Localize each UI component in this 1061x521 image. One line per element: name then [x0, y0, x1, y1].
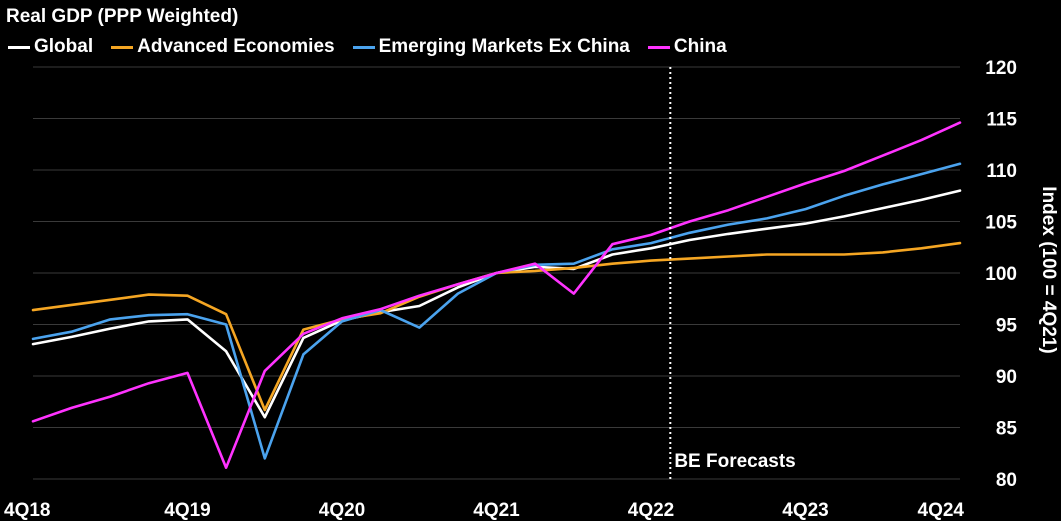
gridlines — [33, 66, 960, 480]
legend-label-emerging: Emerging Markets Ex China — [378, 36, 630, 57]
y-tick-label-80: 80 — [996, 470, 1017, 491]
x-tick-label-4Q19: 4Q19 — [164, 500, 210, 521]
series-line-emerging-markets-ex-china — [31, 162, 962, 460]
legend-item-global: Global — [8, 36, 93, 58]
series-line-china — [31, 121, 962, 470]
series-lines — [31, 121, 962, 470]
x-axis-ticks: 4Q18 4Q19 4Q20 4Q21 4Q22 4Q23 4Q24 — [4, 500, 964, 521]
y-tick-label-105: 105 — [985, 213, 1017, 234]
forecast-annotation: BE Forecasts — [674, 451, 795, 472]
legend-item-emerging: Emerging Markets Ex China — [352, 36, 630, 58]
legend-swatch-global — [8, 45, 30, 49]
forecast-marker: BE Forecasts — [669, 67, 796, 479]
x-tick-label-4Q22: 4Q22 — [628, 500, 674, 521]
y-tick-label-120: 120 — [985, 58, 1017, 79]
y-tick-label-115: 115 — [986, 110, 1017, 131]
x-tick-label-4Q24: 4Q24 — [918, 500, 965, 521]
legend-swatch-china — [647, 45, 670, 49]
series-line-global — [31, 189, 962, 419]
legend-label-global: Global — [34, 36, 94, 57]
y-axis-label: Index (100 = 4Q21) — [1038, 186, 1059, 353]
legend-swatch-emerging — [352, 45, 375, 49]
series-line-advanced-economies — [31, 241, 962, 412]
chart-title: Real GDP (PPP Weighted) — [6, 6, 239, 27]
legend-label-china: China — [673, 36, 727, 57]
y-tick-label-90: 90 — [996, 367, 1017, 388]
y-axis-ticks: 80 85 90 95 100 105 110 115 120 — [985, 58, 1017, 491]
x-tick-label-4Q23: 4Q23 — [782, 500, 828, 521]
legend-item-advanced: Advanced Economies — [111, 36, 335, 58]
y-tick-label-110: 110 — [986, 161, 1017, 182]
y-tick-label-85: 85 — [996, 419, 1018, 440]
legend: Global Advanced Economies Emerging Marke… — [8, 36, 727, 58]
legend-item-china: China — [647, 36, 727, 58]
x-tick-label-4Q20: 4Q20 — [319, 500, 365, 521]
x-tick-label-4Q21: 4Q21 — [473, 500, 520, 521]
x-tick-label-4Q18: 4Q18 — [4, 500, 50, 521]
legend-swatch-advanced — [111, 45, 134, 49]
y-tick-label-100: 100 — [985, 264, 1017, 285]
legend-label-advanced: Advanced Economies — [137, 36, 335, 57]
y-tick-label-95: 95 — [996, 316, 1018, 337]
